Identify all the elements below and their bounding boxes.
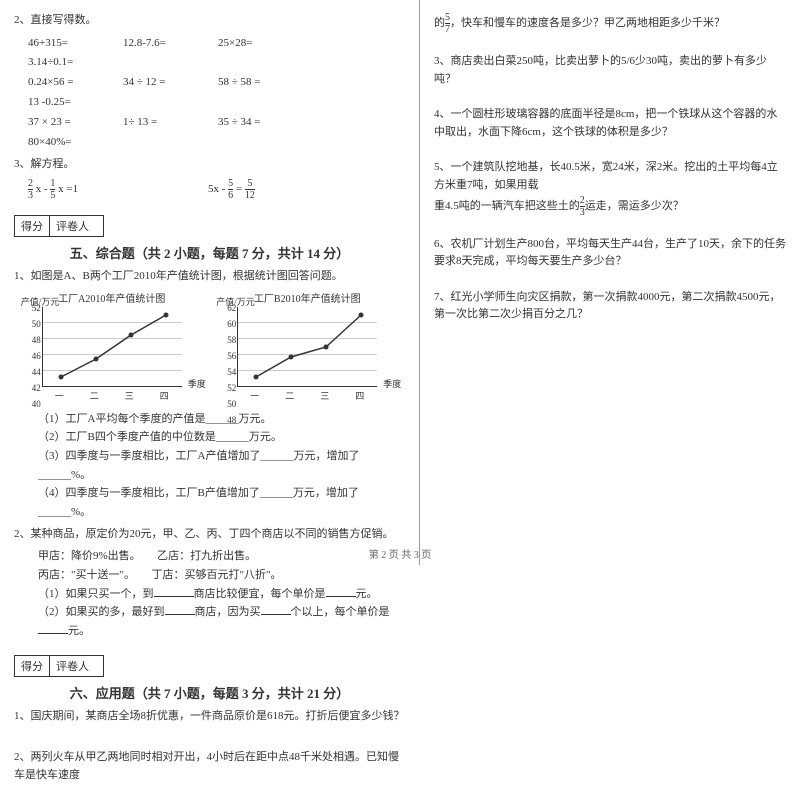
sub-2: （2）工厂B四个季度产值的中位数是______万元。: [38, 428, 405, 447]
q2-sub2: （2）如果买的多，最好到商店，因为买个以上，每个单价是元。: [38, 603, 405, 640]
charts-row: 工厂A2010年产值统计图 产值/万元 52504846444240 季度 一二…: [14, 290, 405, 402]
equation-1: 23 x - 15 x =1: [28, 178, 208, 201]
calc-grid: 46+315=12.8-7.6=25×28=3.14÷0.1= 0.24×56 …: [14, 34, 405, 153]
chart-b: 工厂B2010年产值统计图 产值/万元 6260585654525048 季度 …: [237, 290, 377, 402]
q3-title: 3、解方程。: [14, 156, 405, 174]
page-footer: 第 2 页 共 3 页: [0, 546, 800, 561]
q2-sub1: （1）如果只买一个，到商店比较便宜，每个单价是元。: [38, 585, 405, 604]
equation-2: 5x - 56 = 512: [208, 178, 388, 201]
r-q2-cont: 的57，快车和慢车的速度各是多少？甲乙两地相距多少千米？: [434, 12, 786, 35]
r-q5: 5、一个建筑队挖地基，长40.5米，宽24米，深2米。挖出的土平均每4立方米重7…: [434, 159, 786, 217]
q2-line-b: 丙店："买十送一"。 丁店：买够百元打"八折"。: [38, 566, 405, 585]
r-q6: 6、农机厂计划生产800台，平均每天生产44台，生产了10天，余下的任务要求8天…: [434, 236, 786, 271]
score-box: 得分评卷人: [14, 215, 104, 237]
r-q7: 7、红光小学师生向灾区捐款，第一次捐款4000元，第二次捐款4500元，第一次比…: [434, 289, 786, 324]
score-box-2: 得分评卷人: [14, 655, 104, 677]
sec5-q1: 1、如图是A、B两个工厂2010年产值统计图，根据统计图回答问题。: [14, 268, 405, 286]
r-q4: 4、一个圆柱形玻璃容器的底面半径是8cm，把一个铁球从这个容器的水中取出，水面下…: [434, 106, 786, 141]
sec5-q2: 2、某种商品，原定价为20元，甲、乙、丙、丁四个商店以不同的销售方促销。: [14, 526, 405, 544]
sec6-q1: 1、国庆期间，某商店全场8折优惠，一件商品原价是618元。打折后便宜多少钱？: [14, 708, 405, 726]
q2-title: 2、直接写得数。: [14, 12, 405, 30]
sec6-q2: 2、两列火车从甲乙两地同时相对开出，4小时后在距中点48千米处相遇。已知慢车是快…: [14, 749, 405, 784]
r-q3: 3、商店卖出白菜250吨，比卖出萝卜的5/6少30吨，卖出的萝卜有多少吨？: [434, 53, 786, 88]
section-5-title: 五、综合题（共 2 小题，每题 7 分，共计 14 分）: [14, 243, 405, 262]
sub-3: （3）四季度与一季度相比，工厂A产值增加了______万元，增加了______%…: [38, 447, 405, 484]
sub-4: （4）四季度与一季度相比，工厂B产值增加了______万元，增加了______%…: [38, 484, 405, 521]
chart-a: 工厂A2010年产值统计图 产值/万元 52504846444240 季度 一二…: [42, 290, 182, 402]
section-6-title: 六、应用题（共 7 小题，每题 3 分，共计 21 分）: [14, 683, 405, 702]
equations: 23 x - 15 x =1 5x - 56 = 512: [28, 178, 405, 201]
